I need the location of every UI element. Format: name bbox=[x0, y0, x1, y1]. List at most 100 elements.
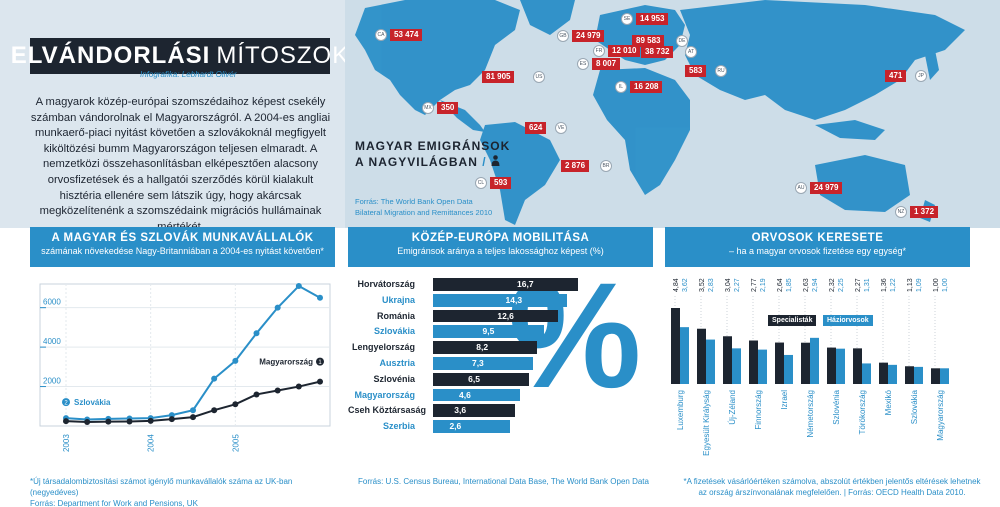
country-code-gb: GB bbox=[557, 30, 569, 42]
bar-category-label: Ausztria bbox=[379, 358, 415, 368]
bar-value-label: 16,7 bbox=[517, 279, 534, 289]
country-code-au: AU bbox=[795, 182, 807, 194]
series-0-point bbox=[232, 357, 239, 364]
bar-gp bbox=[914, 366, 923, 384]
tag-france: 12 010 bbox=[608, 45, 641, 57]
value-label-gp: 1,22 bbox=[890, 278, 897, 292]
bar-gp bbox=[810, 337, 819, 384]
tag-spain: 8 007 bbox=[592, 58, 621, 70]
panel2-source: Forrás: U.S. Census Bureau, Internationa… bbox=[358, 477, 649, 486]
value-label-specialist: 1,00 bbox=[933, 278, 940, 292]
line-chart: 2000 4000 6000 2003 2004 2005 1 Magyarország 2 Sz… bbox=[39, 282, 331, 452]
value-label-specialist: 1,13 bbox=[907, 278, 914, 292]
bar bbox=[433, 278, 578, 291]
bar bbox=[433, 388, 521, 402]
map-subtitle-line2: A NAGYVILÁGBAN / bbox=[355, 154, 510, 170]
country-code-se: SE bbox=[621, 13, 633, 25]
bar-specialist bbox=[853, 348, 862, 384]
value-label-gp: 1,85 bbox=[786, 278, 793, 292]
y-tick-label: 2000 bbox=[43, 377, 61, 386]
bar-category-label: Szerbia bbox=[382, 421, 415, 432]
series-label-slovakia: Szlovákia bbox=[74, 398, 111, 407]
country-code-at: AT bbox=[685, 46, 697, 58]
tag-brazil: 2 876 bbox=[561, 160, 590, 172]
tag-chile: 593 bbox=[490, 177, 512, 189]
series-1-point bbox=[317, 378, 323, 385]
title-bold: ELVÁNDORLÁSI bbox=[10, 42, 211, 69]
bar bbox=[433, 420, 511, 433]
bar-category-label: Ukrajna bbox=[381, 294, 415, 305]
series-1-point bbox=[105, 418, 112, 425]
series-1-point bbox=[168, 416, 175, 423]
value-label-gp: 3,62 bbox=[682, 278, 689, 292]
tag-canada: 53 474 bbox=[390, 29, 423, 41]
bar-category-label: Románia bbox=[376, 310, 415, 321]
tag-germany: 89 583 bbox=[632, 35, 665, 47]
legend-specialists: Specialisták bbox=[768, 315, 817, 326]
tag-usa: 81 905 bbox=[482, 71, 515, 83]
value-label-gp: 2,19 bbox=[760, 278, 767, 292]
series-0-point bbox=[274, 304, 281, 311]
bar-specialist bbox=[931, 368, 940, 384]
sea-islands-shape bbox=[815, 120, 885, 140]
country-code-fr: FR bbox=[593, 45, 605, 57]
category-label: Egyesült Királyság bbox=[702, 390, 711, 456]
series-1-point bbox=[253, 391, 260, 398]
series-0-point bbox=[295, 282, 302, 289]
bar-category-label: Cseh Köztársaság bbox=[348, 405, 427, 416]
page-title: ELVÁNDORLÁSI MÍTOSZOK bbox=[11, 38, 348, 74]
doctor-chart: 4,84 3,62 Luxemburg 3,52 2,83 Egyesült Király… bbox=[665, 276, 970, 458]
series-0-point bbox=[190, 407, 196, 414]
bar-gp bbox=[888, 364, 897, 384]
title-light: MÍTOSZOK bbox=[216, 42, 350, 69]
value-label-specialist: 2,32 bbox=[829, 278, 836, 292]
bar bbox=[433, 357, 533, 370]
x-tick-label: 2005 bbox=[231, 434, 240, 452]
bar-value-label: 2,6 bbox=[449, 421, 462, 432]
bar-gp bbox=[732, 348, 741, 384]
mobility-chart: % Horvátország 16,7 Ukrajna 14,3 Románia 12,6… bbox=[348, 260, 653, 438]
value-label-gp: 1,09 bbox=[916, 278, 923, 292]
greenland-shape bbox=[520, 0, 575, 35]
bar-value-label: 8,2 bbox=[476, 342, 489, 353]
world-map: CA 53 474 SE 14 953 GB 24 979 89 583 DE … bbox=[345, 0, 1000, 228]
bar-gp bbox=[862, 363, 871, 384]
bar-value-label: 12,6 bbox=[497, 310, 514, 321]
bar-specialist bbox=[827, 347, 836, 384]
country-code-jp: JP bbox=[915, 70, 927, 82]
bar-gp bbox=[758, 349, 767, 384]
panel3-subheading: – ha a magyar orvosok fizetése egy egysé… bbox=[728, 246, 907, 256]
legend-gps: Háziorvosok bbox=[823, 315, 873, 326]
bar-gp bbox=[836, 348, 845, 384]
panel3-heading: ORVOSOK KERESETE bbox=[751, 232, 884, 244]
y-tick-label: 6000 bbox=[43, 298, 61, 307]
series-0-point bbox=[317, 294, 323, 301]
category-label: Új-Zéland bbox=[728, 390, 737, 425]
series-1-point bbox=[126, 418, 133, 425]
world-map-svg bbox=[355, 0, 965, 225]
panel3-footnote: *A fizetések vásárlóértéken számolva, ab… bbox=[683, 477, 981, 497]
value-label-gp: 1,31 bbox=[864, 278, 871, 292]
tag-australia: 24 979 bbox=[810, 182, 843, 194]
tag-mexico: 350 bbox=[437, 102, 459, 114]
category-label: Németország bbox=[806, 390, 815, 438]
bar-category-label: Horvátország bbox=[357, 279, 415, 289]
bar-specialist bbox=[671, 308, 680, 384]
country-code-es: ES bbox=[577, 58, 589, 70]
tag-japan: 471 bbox=[885, 70, 907, 82]
bar bbox=[433, 404, 516, 418]
y-tick-label: 4000 bbox=[43, 337, 61, 346]
bar-value-label: 3,6 bbox=[454, 405, 467, 416]
panel2-header: KÖZÉP-EURÓPA MOBILITÁSA Emigránsok arány… bbox=[348, 227, 653, 267]
series-0-point bbox=[211, 375, 218, 382]
bar bbox=[433, 325, 544, 339]
country-code-ve: VE bbox=[555, 122, 567, 134]
credit-line: Infografika: Lebhardt Olivér bbox=[140, 70, 237, 79]
country-code-de: DE bbox=[676, 35, 688, 47]
australia-shape bbox=[815, 155, 910, 212]
bar-category-label: Magyarország bbox=[354, 389, 415, 400]
category-label: Törökország bbox=[858, 390, 867, 434]
map-subtitle-line1: MAGYAR EMIGRÁNSOK bbox=[355, 139, 511, 153]
value-label-specialist: 2,63 bbox=[803, 278, 810, 292]
bar-value-label: 14,3 bbox=[505, 294, 523, 305]
